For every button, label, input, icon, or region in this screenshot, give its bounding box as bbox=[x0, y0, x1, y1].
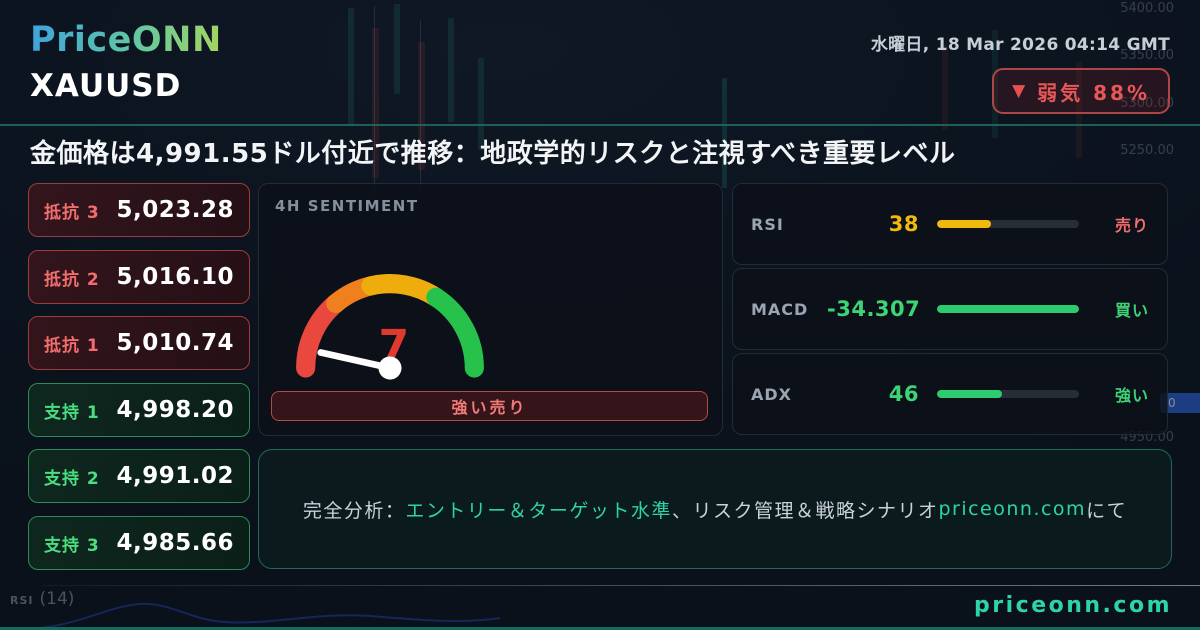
header-divider bbox=[0, 124, 1200, 126]
gauge-arc-red bbox=[296, 293, 346, 378]
background-rsi-line bbox=[40, 602, 500, 629]
site-watermark: priceonn.com bbox=[974, 593, 1172, 618]
level-value: 5,016.10 bbox=[116, 264, 234, 290]
sentiment-panel-title: 4H SENTIMENT bbox=[275, 197, 419, 215]
level-label: 支持 3 bbox=[44, 535, 100, 556]
level-label: 支持 1 bbox=[44, 402, 100, 423]
sentiment-label: 強い売り bbox=[451, 398, 528, 417]
resistance-level-row: 抵抗 1 5,010.74 bbox=[28, 316, 250, 370]
summary-text: 、リスク管理＆戦略シナリオ bbox=[671, 499, 939, 522]
indicator-signal: 売り bbox=[1114, 216, 1149, 235]
indicator-bar-track bbox=[937, 390, 1079, 398]
sentiment-gauge: 7 bbox=[296, 274, 484, 380]
gauge-needle bbox=[317, 349, 402, 380]
headline: 金価格は4,991.55ドル付近で推移：地政学的リスクと注視すべき重要レベル bbox=[30, 139, 956, 169]
support-level-row: 支持 2 4,991.02 bbox=[28, 449, 250, 503]
indicator-name: RSI bbox=[751, 214, 784, 234]
bottom-accent-line bbox=[0, 627, 1200, 630]
indicator-signal: 買い bbox=[1114, 301, 1149, 320]
level-value: 4,998.20 bbox=[116, 397, 234, 423]
indicator-bar-track bbox=[937, 305, 1079, 313]
indicator-signal: 強い bbox=[1114, 386, 1149, 405]
level-label: 支持 2 bbox=[44, 468, 100, 489]
footer-divider bbox=[42, 585, 1200, 586]
indicator-bar-fill bbox=[937, 220, 991, 228]
indicator-card-adx: ADX 46 強い bbox=[732, 353, 1168, 435]
price-axis-tick: 5250.00 bbox=[1120, 143, 1174, 158]
bearish-signal-badge: ▼ 弱気 88% bbox=[992, 68, 1170, 114]
candle bbox=[942, 44, 948, 130]
level-label: 抵抗 3 bbox=[44, 202, 100, 223]
level-value: 4,991.02 bbox=[116, 463, 234, 489]
analysis-summary-panel: 完全分析： エントリー＆ターゲット水準 、リスク管理＆戦略シナリオ priceo… bbox=[258, 449, 1172, 569]
indicator-value: -34.307 bbox=[827, 297, 921, 321]
symbol-title: XAUUSD bbox=[30, 68, 182, 104]
candle bbox=[448, 18, 454, 122]
support-level-row: 支持 1 4,998.20 bbox=[28, 383, 250, 437]
gauge-arc-green bbox=[426, 287, 484, 378]
gauge-arc-amber bbox=[361, 274, 446, 307]
candle bbox=[348, 8, 354, 126]
datetime-label: 水曜日, 18 Mar 2026 04:14 GMT bbox=[870, 35, 1170, 55]
summary-site-link: priceonn.com bbox=[938, 498, 1087, 520]
level-label: 抵抗 2 bbox=[44, 269, 100, 290]
level-value: 5,023.28 bbox=[116, 197, 234, 223]
indicator-bar-fill bbox=[937, 305, 1079, 313]
background-rsi-label: RSI (14) bbox=[10, 589, 74, 609]
indicator-card-macd: MACD -34.307 買い bbox=[732, 268, 1168, 350]
price-axis-tick: 5400.00 bbox=[1120, 1, 1174, 16]
sentiment-panel: 4H SENTIMENT 7 強い売り bbox=[258, 183, 723, 436]
resistance-level-row: 抵抗 3 5,023.28 bbox=[28, 183, 250, 237]
level-value: 5,010.74 bbox=[116, 330, 234, 356]
summary-highlight: エントリー＆ターゲット水準 bbox=[405, 499, 672, 522]
resistance-level-row: 抵抗 2 5,016.10 bbox=[28, 250, 250, 304]
indicator-value: 38 bbox=[888, 212, 919, 236]
summary-text: 完全分析： bbox=[302, 499, 406, 522]
indicator-name: MACD bbox=[751, 299, 809, 319]
rsi-period: (14) bbox=[39, 589, 75, 609]
rsi-label: RSI bbox=[10, 594, 34, 607]
level-label: 抵抗 1 bbox=[44, 335, 100, 356]
indicator-value: 46 bbox=[888, 382, 919, 406]
sentiment-label-pill: 強い売り bbox=[271, 391, 708, 421]
indicator-card-rsi: RSI 38 売り bbox=[732, 183, 1168, 265]
support-level-row: 支持 3 4,985.66 bbox=[28, 516, 250, 570]
level-value: 4,985.66 bbox=[116, 530, 234, 556]
bearish-badge-label: 弱気 88% bbox=[1037, 80, 1150, 105]
candle bbox=[394, 4, 400, 94]
brand-logo: PriceONN bbox=[30, 20, 222, 60]
summary-text: にて bbox=[1086, 499, 1128, 522]
indicator-name: ADX bbox=[751, 384, 792, 404]
indicator-bar-fill bbox=[937, 390, 1003, 398]
down-triangle-icon: ▼ bbox=[1012, 81, 1026, 101]
indicator-bar-track bbox=[937, 220, 1079, 228]
